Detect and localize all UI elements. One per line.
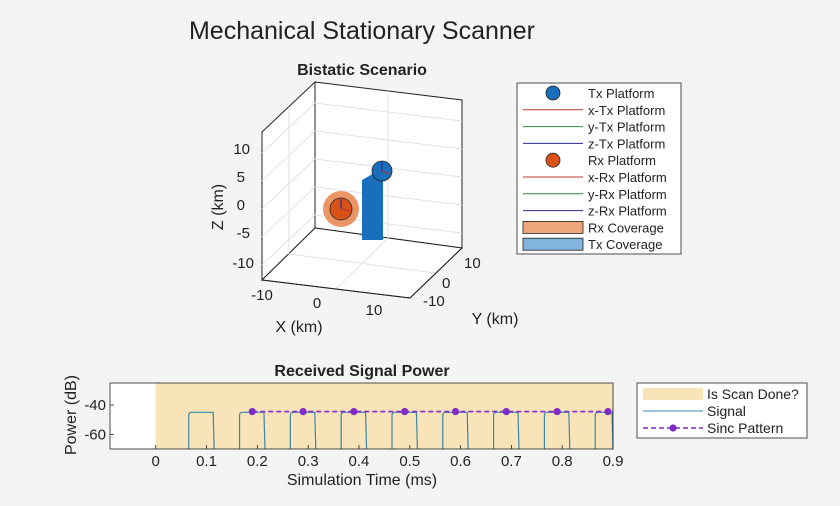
y-tick: -10 bbox=[423, 293, 445, 310]
scenario-legend-label: x-Tx Platform bbox=[588, 103, 665, 118]
y-tick-label: -60 bbox=[84, 426, 106, 443]
figure-title: Mechanical Stationary Scanner bbox=[189, 17, 535, 45]
scenario-legend-label: y-Tx Platform bbox=[588, 120, 665, 135]
x-tick-label: 0.9 bbox=[603, 453, 624, 470]
scenario-legend-label: Tx Coverage bbox=[588, 237, 662, 252]
x-tick-label: 0 bbox=[152, 453, 160, 470]
scenario-axes[interactable]: Bistatic Scenario bbox=[210, 62, 518, 336]
y-axis-label: Y (km) bbox=[472, 311, 519, 328]
z-tick: 5 bbox=[237, 169, 245, 186]
z-tick: -5 bbox=[237, 225, 250, 242]
legend-patch bbox=[522, 220, 584, 234]
scenario-legend-label: z-Tx Platform bbox=[588, 136, 665, 151]
x-tick-label: 0.4 bbox=[349, 453, 370, 470]
tx-x-axis bbox=[381, 170, 391, 175]
scan-done-region bbox=[155, 383, 613, 449]
rx-x-axis bbox=[340, 208, 351, 212]
z-tick: 10 bbox=[233, 141, 250, 158]
signal-legend-label: Signal bbox=[707, 403, 746, 419]
scenario-grid bbox=[261, 91, 463, 290]
x-tick-label: 0.5 bbox=[399, 453, 420, 470]
x-axis-label: X (km) bbox=[275, 319, 322, 336]
z-tick: 0 bbox=[237, 197, 245, 214]
x-tick: -10 bbox=[251, 287, 273, 304]
legend-patch bbox=[643, 388, 703, 400]
legend-marker bbox=[545, 85, 561, 101]
y-tick-labels: 10 0 -10 bbox=[423, 255, 481, 310]
sinc-pattern-point bbox=[401, 408, 409, 416]
scenario-title: Bistatic Scenario bbox=[297, 62, 427, 79]
signal-line bbox=[188, 411, 614, 450]
y-tick-label: -40 bbox=[84, 397, 106, 414]
chart-y-label: Power (dB) bbox=[63, 375, 80, 455]
chart-title: Received Signal Power bbox=[274, 363, 449, 380]
z-tick: -10 bbox=[232, 255, 254, 272]
z-tick-labels: 10 5 0 -5 -10 bbox=[232, 141, 254, 272]
x-tick-label: 0.3 bbox=[298, 453, 319, 470]
scenario-legend-label: Tx Platform bbox=[588, 86, 654, 101]
sinc-pattern-point bbox=[350, 408, 358, 416]
sinc-pattern-point bbox=[299, 408, 307, 416]
x-tick: 0 bbox=[313, 295, 321, 312]
legend-marker bbox=[545, 152, 561, 168]
y-tick: 0 bbox=[442, 275, 450, 292]
sinc-pattern-point bbox=[502, 408, 510, 416]
x-tick-label: 0.8 bbox=[552, 453, 573, 470]
signal-legend-label: Is Scan Done? bbox=[707, 386, 799, 402]
scenario-legend[interactable]: Tx Platform x-Tx Platform y-Tx Platformz-T… bbox=[516, 82, 682, 255]
z-axis-label: Z (km) bbox=[210, 184, 227, 230]
sinc-pattern-point bbox=[248, 408, 256, 416]
x-tick: 10 bbox=[366, 302, 383, 319]
sinc-pattern-point bbox=[553, 408, 561, 416]
x-tick-label: 0.7 bbox=[501, 453, 522, 470]
legend-marker bbox=[669, 424, 677, 432]
legend-patch bbox=[522, 237, 584, 251]
x-tick-label: 0.6 bbox=[450, 453, 471, 470]
scenario-legend-label: x-Rx Platform bbox=[588, 170, 667, 185]
scenario-legend-label: z-Rx Platform bbox=[588, 204, 667, 219]
x-tick-label: 0.2 bbox=[247, 453, 268, 470]
x-tick-labels: -10 0 10 bbox=[251, 287, 382, 319]
front-edges bbox=[261, 247, 463, 299]
scenario-legend-label: Rx Platform bbox=[588, 153, 656, 168]
x-tick-label: 0.1 bbox=[196, 453, 217, 470]
scenario-legend-label: y-Rx Platform bbox=[588, 187, 667, 202]
y-tick: 10 bbox=[464, 255, 481, 272]
tx-coverage bbox=[362, 172, 383, 240]
sinc-pattern-point bbox=[451, 408, 460, 416]
chart-x-label: Simulation Time (ms) bbox=[287, 472, 437, 489]
plot-frame bbox=[109, 382, 614, 450]
sinc-pattern-point bbox=[604, 408, 612, 416]
signal-legend-label: Sinc Pattern bbox=[707, 420, 783, 436]
signal-axes[interactable]: Received Signal Power 0 0.1 0.2 0.3 0.4 0.5 0.… bbox=[63, 363, 623, 489]
scenario-legend-label: Rx Coverage bbox=[588, 220, 664, 235]
